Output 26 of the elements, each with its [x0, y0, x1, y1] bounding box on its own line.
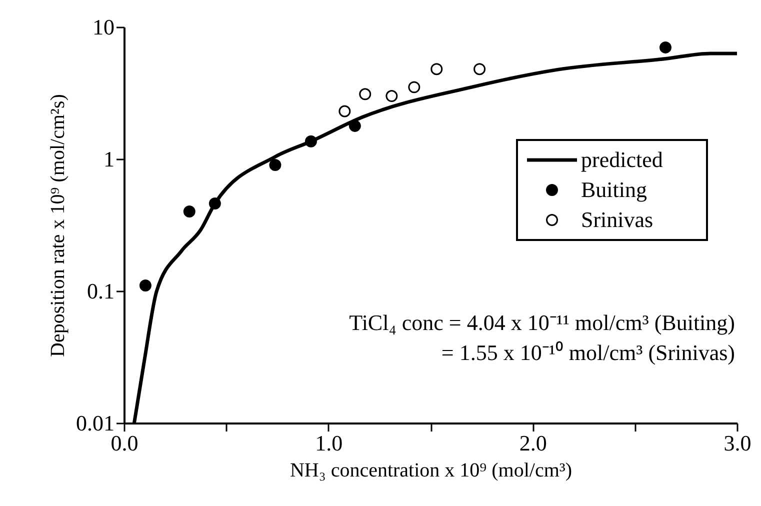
point [430, 63, 443, 76]
y-tick-label: 0.1 [87, 278, 114, 304]
point [139, 280, 152, 292]
point [269, 159, 282, 172]
y-tick-label: 1 [104, 146, 114, 172]
point [304, 135, 317, 148]
x-axis-title: NH₃ concentration x 10⁹ (mol/cm³) [290, 460, 572, 482]
point [348, 120, 361, 132]
x-tick-label: 1.0 [315, 430, 343, 456]
legend-label: Buiting [581, 177, 648, 202]
point [338, 105, 351, 118]
point [659, 41, 672, 54]
y-tick-label: 10 [92, 14, 114, 40]
point [359, 88, 372, 100]
x-tick-label: 3.0 [724, 430, 752, 456]
point [408, 81, 420, 94]
legend-label: Srinivas [581, 207, 654, 232]
x-tick-label: 2.0 [519, 430, 547, 456]
annotation: = 1.55 x 10⁻¹⁰ mol/cm³ (Srinivas) [441, 340, 735, 365]
point [474, 63, 486, 76]
point [183, 206, 196, 218]
annotation: TiCl₄ conc = 4.04 x 10⁻¹¹ mol/cm³ (Buiting) [349, 310, 735, 335]
point [386, 90, 398, 102]
point [208, 198, 221, 210]
legend-label: predicted [581, 147, 663, 172]
y-axis-title: Deposition rate x 10⁹ (mol/cm²s) [47, 94, 69, 357]
